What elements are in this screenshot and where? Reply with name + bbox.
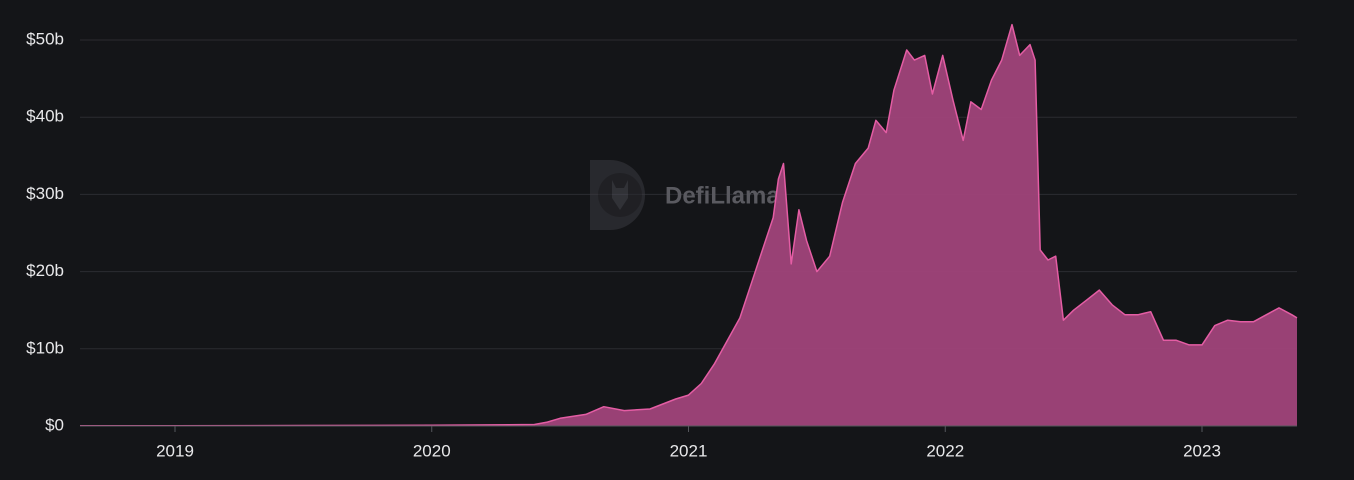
area-line xyxy=(80,23,1298,427)
watermark xyxy=(590,160,645,230)
x-tick-label: 2019 xyxy=(156,441,194,460)
watermark-llama xyxy=(612,180,628,210)
watermark-text: DefiLlama xyxy=(665,182,780,209)
y-tick-label: $20b xyxy=(26,261,64,280)
x-tick-label: 2022 xyxy=(926,441,964,460)
x-tick-label: 2023 xyxy=(1183,441,1221,460)
x-tick-label: 2021 xyxy=(670,441,708,460)
area xyxy=(80,24,1297,426)
x-tick-label: 2020 xyxy=(413,441,451,460)
y-tick-label: $0 xyxy=(45,415,64,434)
y-tick-label: $40b xyxy=(26,107,64,126)
y-tick-label: $50b xyxy=(26,29,64,48)
y-tick-label: $10b xyxy=(26,338,64,357)
y-tick-label: $30b xyxy=(26,184,64,203)
